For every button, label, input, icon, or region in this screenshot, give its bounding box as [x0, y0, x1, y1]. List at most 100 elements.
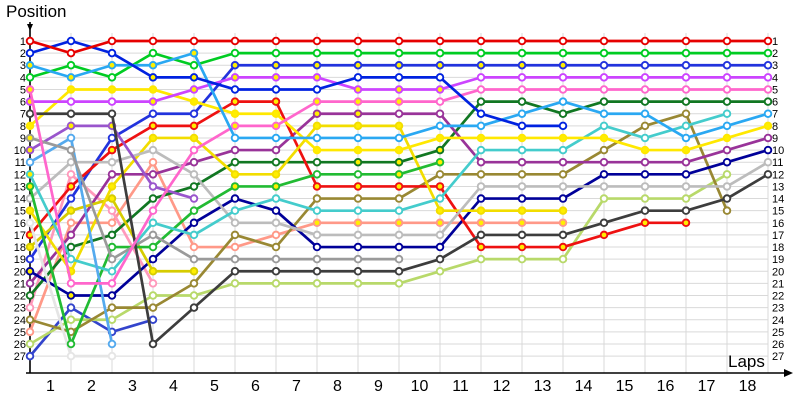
car-white-marker [25, 218, 35, 228]
car-darkgreen-marker [394, 157, 404, 167]
car-hotpink-marker [640, 85, 650, 94]
y-tick-left: 17 [14, 230, 26, 242]
car-salmon-marker [517, 218, 527, 228]
car-hotpink-marker [517, 85, 527, 94]
car-yellow-marker [66, 85, 76, 94]
car-skyblue-marker [435, 121, 445, 131]
car-silver-marker [435, 230, 445, 240]
car-hotpink-marker [763, 85, 773, 94]
car-green-marker [107, 73, 117, 82]
y-tick-right: 2 [772, 48, 778, 60]
car-hotpink-marker [599, 85, 609, 94]
car-navy-marker [763, 145, 773, 155]
car-darkgray-marker [25, 109, 35, 118]
car-magenta-marker [271, 73, 281, 82]
car-darkgreen-marker [435, 145, 445, 155]
car-blue-line [25, 36, 568, 131]
x-tick: 18 [739, 378, 757, 395]
car-purple-marker [189, 157, 199, 167]
car-yellow2-marker [25, 206, 35, 215]
car-navy-marker [517, 194, 527, 203]
car-palegreen-marker [558, 254, 568, 264]
y-tick-left: 19 [14, 254, 26, 266]
car-silver-marker [312, 230, 322, 240]
car-olive-marker [476, 170, 486, 179]
y-tick-right: 4 [772, 72, 778, 84]
car-skyblue-marker [517, 109, 527, 118]
car-red2-marker [517, 242, 527, 252]
y-tick-right: 23 [772, 303, 784, 315]
car-magenta-marker [681, 73, 691, 82]
car-gray-marker [148, 230, 158, 240]
car-yellow2-marker [558, 206, 568, 215]
car-red2-marker [640, 218, 650, 228]
y-tick-left: 21 [14, 278, 26, 290]
car-palegreen-marker [148, 291, 158, 300]
car-darkyellow-marker [148, 267, 158, 276]
car-magenta-marker [435, 85, 445, 94]
car-red2-marker [271, 97, 281, 106]
y-tick-right: 9 [772, 133, 778, 145]
car-darkgreen-marker [476, 97, 486, 106]
car-teal-line [25, 109, 732, 276]
car-midgreen-marker [25, 182, 35, 191]
car-hotpink-marker [435, 97, 445, 106]
y-tick-left: 23 [14, 303, 26, 315]
car-darkgreen-marker [722, 97, 732, 106]
y-tick-left: 11 [15, 157, 26, 169]
y-tick-right: 15 [772, 206, 784, 218]
car-teal-marker [353, 206, 363, 215]
car-yellow-marker [722, 133, 732, 143]
car-darkgray-marker [230, 267, 240, 276]
car-red2-marker [599, 230, 609, 240]
car-palegreen-marker [66, 315, 76, 325]
car-skyblue-marker [763, 109, 773, 118]
car-red2-marker [476, 242, 486, 252]
car-yellow2-marker [517, 206, 527, 215]
car-purple-marker [25, 279, 35, 288]
car-palegreen-marker [722, 170, 732, 179]
car-yellow-marker [435, 133, 445, 143]
car-gray-marker [189, 254, 199, 264]
car-darkgray-marker [148, 339, 158, 349]
x-axis-title: Laps [728, 352, 765, 371]
car-palegreen-marker [353, 279, 363, 288]
car-royalblue-marker [66, 194, 76, 203]
car-red2-marker [394, 182, 404, 191]
x-tick: 13 [534, 378, 552, 395]
car-silver-marker [189, 170, 199, 179]
car-teal-marker [558, 145, 568, 155]
car-royalblue-marker [230, 60, 240, 70]
car-magenta-marker [107, 97, 117, 106]
car-hotpink-marker [230, 121, 240, 131]
car-navy-marker [681, 170, 691, 179]
car-purple-marker [148, 170, 158, 179]
car-green-marker [189, 60, 199, 70]
car-magenta-marker [763, 73, 773, 82]
car-midgreen-marker [394, 170, 404, 179]
car-darkgray-marker [681, 206, 691, 215]
y-tick-right: 26 [772, 339, 784, 351]
car-white-marker [66, 351, 76, 361]
car-magenta-marker [353, 85, 363, 94]
car-darkgreen-marker [148, 194, 158, 203]
car-darkgray-marker [763, 170, 773, 179]
car-royalblue-marker [681, 60, 691, 70]
car-darkgreen-marker [189, 182, 199, 191]
car-salmon-marker [189, 242, 199, 252]
car-purple-marker [763, 133, 773, 143]
car-green-marker [640, 48, 650, 58]
y-tick-right: 8 [772, 121, 778, 133]
y-tick-right: 5 [772, 84, 778, 96]
car-purple-marker [476, 157, 486, 167]
car-rose-marker [66, 170, 76, 179]
car-olive-marker [148, 303, 158, 312]
car-silver-marker [394, 230, 404, 240]
car-darkyellow-marker [66, 206, 76, 215]
car-darkgray-marker [435, 254, 445, 264]
car-olive-marker [722, 206, 732, 215]
car-red-marker [230, 36, 240, 46]
car-skyblue-marker [599, 109, 609, 118]
car-skyblue-marker [230, 133, 240, 143]
y-tick-left: 2 [20, 48, 26, 60]
